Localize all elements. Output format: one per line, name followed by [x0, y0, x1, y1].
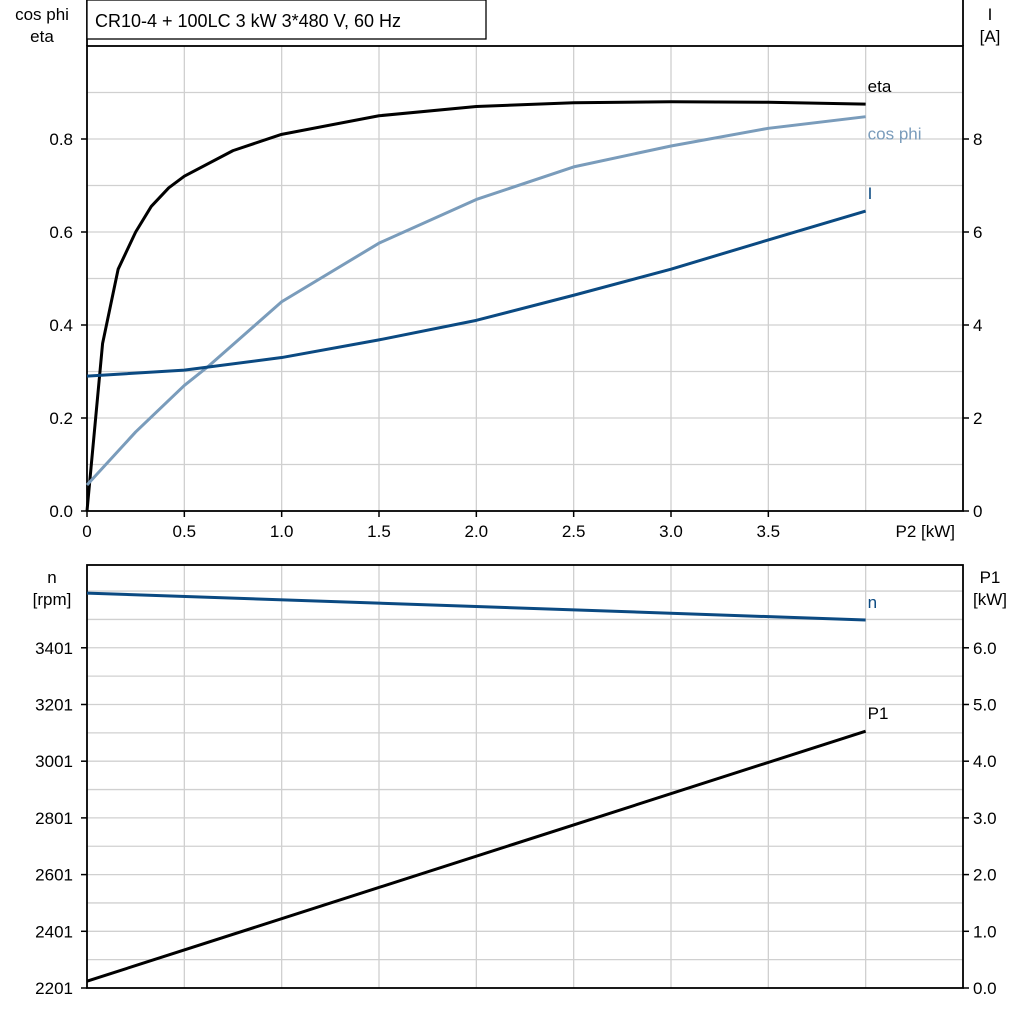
series-label-eta: eta	[868, 77, 892, 96]
y-left-axis-label: cos phi	[15, 5, 69, 24]
y-right-axis-label: P1	[980, 568, 1001, 587]
y-right-tick-label: 2.0	[973, 866, 997, 885]
series-label-P1: P1	[868, 704, 889, 723]
y-left-tick-label: 3401	[35, 639, 73, 658]
y-right-tick-label: 8	[973, 130, 982, 149]
y-right-tick-label: 0.0	[973, 979, 997, 998]
y-left-tick-label: 2601	[35, 866, 73, 885]
y-right-tick-label: 6	[973, 223, 982, 242]
y-left-tick-label: 2201	[35, 979, 73, 998]
chart-title: CR10-4 + 100LC 3 kW 3*480 V, 60 Hz	[95, 11, 401, 31]
series-line-I	[86, 209, 867, 378]
y-left-tick-label: 0.2	[49, 409, 73, 428]
x-tick-label: 0	[82, 522, 91, 541]
plot-frame	[86, 564, 964, 989]
y-right-axis-label: [kW]	[973, 590, 1007, 609]
y-left-axis-label: n	[47, 568, 56, 587]
y-left-axis-label: [rpm]	[33, 590, 72, 609]
top-plot: 0.0 0.2 0.4 0.6 0.8 0 2 4 6 8 0 0.5 1.0 1.5 2.0 2.5 3.0 3…	[15, 0, 1000, 541]
y-left-tick-label: 0.6	[49, 223, 73, 242]
y-right-tick-label: 6.0	[973, 639, 997, 658]
y-right-tick-label: 5.0	[973, 695, 997, 714]
x-tick-label: 2.0	[465, 522, 489, 541]
title-box: CR10-4 + 100LC 3 kW 3*480 V, 60 Hz	[86, 0, 487, 40]
y-right-tick-label: 0	[973, 502, 982, 521]
x-axis-label: P2 [kW]	[895, 522, 955, 541]
x-tick-label: 1.5	[367, 522, 391, 541]
x-tick-label: 3.5	[757, 522, 781, 541]
y-left-tick-label: 0.4	[49, 316, 73, 335]
y-right-tick-label: 1.0	[973, 922, 997, 941]
x-tick-label: 0.5	[173, 522, 197, 541]
y-right-tick-label: 4.0	[973, 752, 997, 771]
y-right-tick-label: 4	[973, 316, 982, 335]
series-line-eta	[85, 100, 866, 512]
y-left-axis-label: eta	[30, 27, 54, 46]
bottom-plot: 2201 2401 2601 2801 3001 3201 3401 0.0 1.0 2.0 3.0…	[33, 564, 1007, 998]
x-tick-label: 2.5	[562, 522, 586, 541]
y-left-tick-label: 0.0	[49, 502, 73, 521]
y-right-tick-label: 2	[973, 409, 982, 428]
x-tick-label: 1.0	[270, 522, 294, 541]
series-line-n	[86, 591, 866, 622]
x-tick-label: 3.0	[659, 522, 683, 541]
series-line-cos-phi	[85, 115, 866, 486]
series-label-cos-phi: cos phi	[868, 125, 922, 144]
plot-frame	[86, 45, 964, 512]
series-line-P1	[86, 729, 867, 983]
y-left-tick-label: 3201	[35, 695, 73, 714]
y-right-axis-label: [A]	[980, 27, 1001, 46]
y-right-axis-label: I	[988, 5, 993, 24]
y-right-tick-label: 3.0	[973, 809, 997, 828]
y-left-tick-label: 2801	[35, 809, 73, 828]
y-left-tick-label: 0.8	[49, 130, 73, 149]
y-left-tick-label: 3001	[35, 752, 73, 771]
y-left-tick-label: 2401	[35, 922, 73, 941]
series-label-I: I	[868, 184, 873, 203]
series-label-n: n	[868, 593, 877, 612]
